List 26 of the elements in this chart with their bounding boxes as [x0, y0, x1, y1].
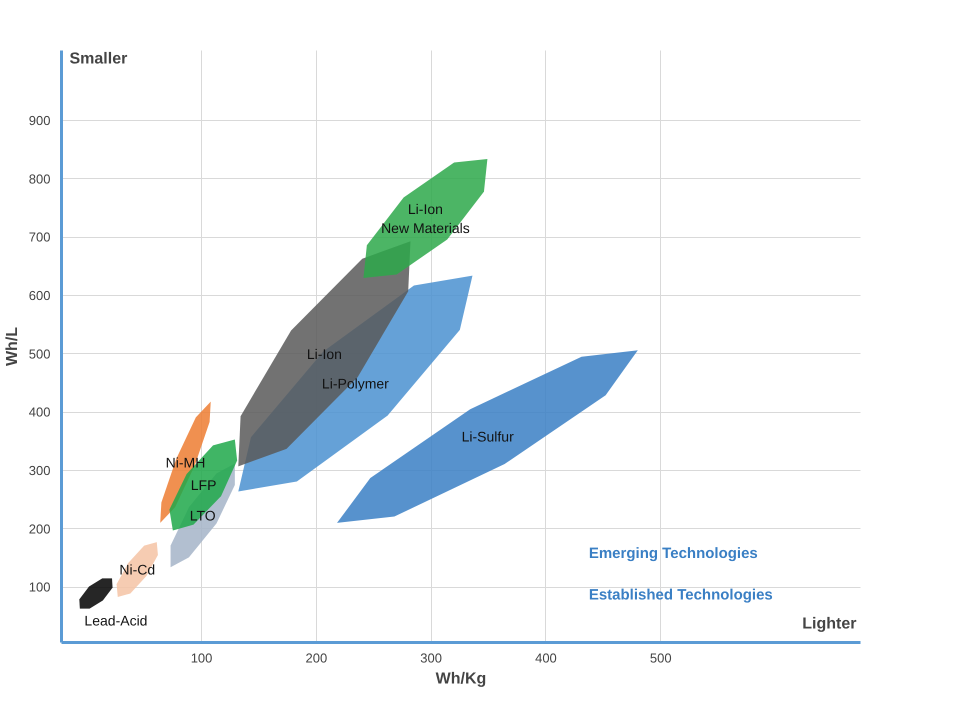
y-tick-label: 500	[28, 346, 51, 362]
y-tick-label: 200	[28, 521, 51, 536]
annotation: Smaller	[70, 50, 128, 68]
x-tick-label: 100	[190, 650, 212, 666]
series-label: LFP	[190, 477, 216, 494]
y-axis-title: Wh/L	[4, 326, 21, 366]
annotation: Established Technologies	[588, 586, 773, 604]
series-label: Li-Sulfur	[462, 428, 514, 445]
x-tick-label: 200	[306, 650, 328, 666]
series-label: Ni-Cd	[119, 562, 156, 578]
series-label: Lead-Acid	[84, 612, 148, 629]
y-tick-label: 300	[28, 462, 51, 478]
x-axis-title: Wh/Kg	[436, 670, 486, 688]
x-tick-label: 400	[535, 650, 557, 666]
series-label: Li-Ion	[306, 346, 342, 362]
x-tick-label: 300	[420, 650, 442, 666]
annotation: Lighter	[802, 616, 856, 632]
y-tick-label: 900	[28, 112, 51, 128]
y-tick-label: 700	[28, 230, 51, 245]
y-tick-label: 100	[28, 580, 51, 595]
y-tick-label: 600	[28, 288, 51, 303]
y-tick-label: 800	[28, 171, 51, 186]
annotation: Emerging Technologies	[588, 545, 758, 562]
y-tick-label: 400	[28, 404, 51, 420]
x-tick-label: 500	[650, 650, 672, 666]
series-label: Li-Polymer	[322, 376, 390, 392]
